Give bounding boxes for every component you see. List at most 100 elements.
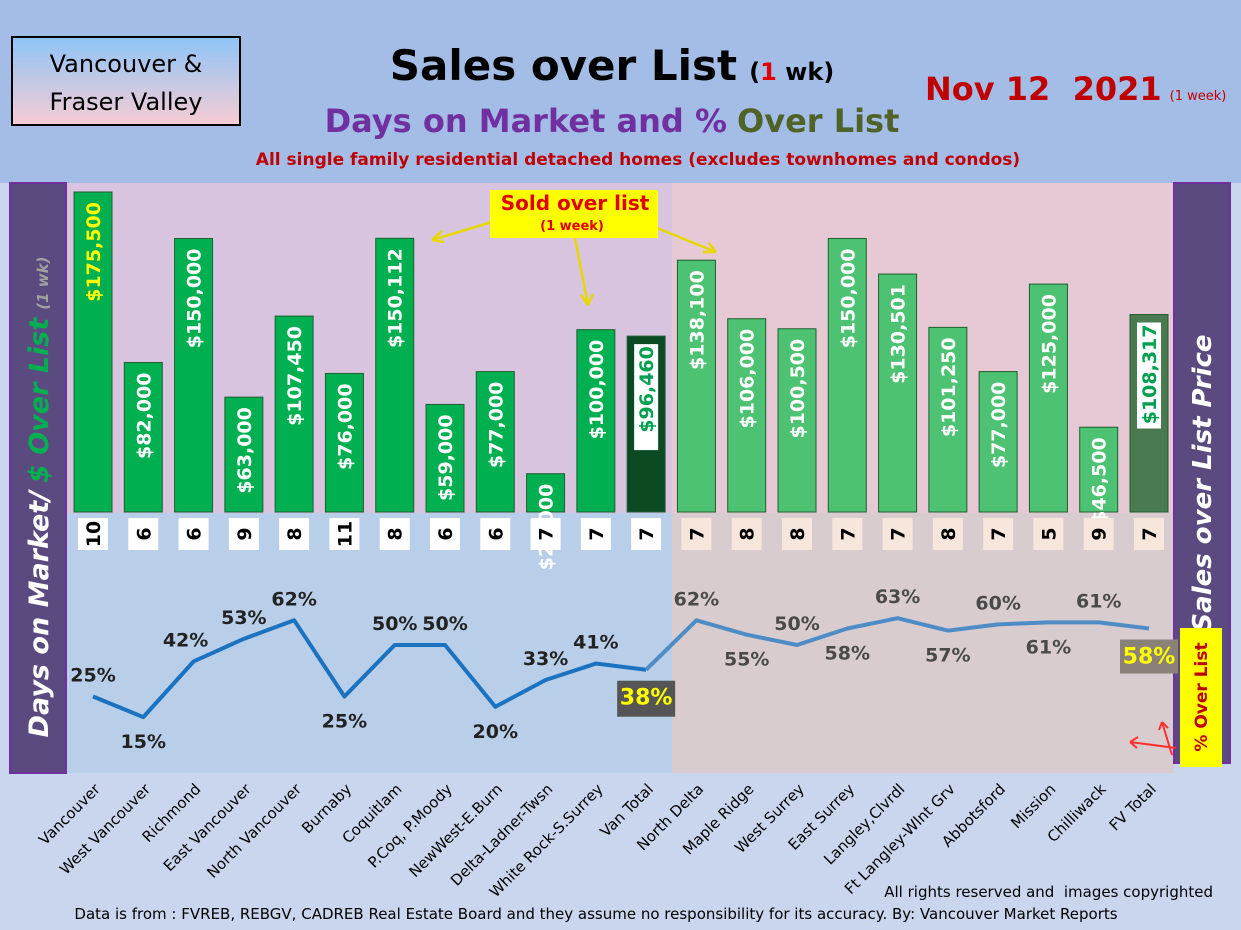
title: Sales over List: [390, 41, 737, 90]
y-label-part: (1 wk): [34, 257, 52, 310]
line-value-label: 25%: [322, 711, 367, 733]
bar: [274, 315, 314, 513]
bar-value-label: $100,000: [586, 340, 608, 440]
note: Data is from : FVREB, REBGV, CADREB Real…: [74, 905, 1117, 923]
bar-value-label: $77,000: [988, 382, 1010, 469]
bar-value-label: $101,250: [938, 337, 960, 437]
days-box: [279, 518, 310, 550]
days-label: 6: [133, 527, 155, 540]
days-label: 9: [234, 527, 256, 540]
bar: [1028, 283, 1068, 513]
days-label: 8: [284, 527, 306, 540]
van-lower-bg: [66, 513, 672, 773]
bar-value-label: $125,000: [1038, 294, 1060, 394]
bar: [727, 318, 767, 513]
arrow: [1129, 736, 1177, 749]
days-label: 7: [686, 527, 708, 540]
bar-value-label: $138,100: [686, 270, 708, 370]
days-box: [228, 518, 259, 550]
bar-value-label: $77,000: [485, 382, 507, 469]
line-value-label: 62%: [674, 588, 719, 610]
bar-value-label: $150,112: [385, 248, 407, 348]
fv-lower-bg: [672, 513, 1174, 773]
days-box: [329, 518, 360, 550]
date: Nov 12 2021 (1 week): [925, 70, 1226, 108]
region-box: [11, 36, 241, 126]
days-label: 7: [888, 527, 910, 540]
days-label: 9: [1089, 527, 1111, 540]
bar: [827, 237, 867, 513]
days-box: [731, 518, 762, 550]
days-box: [882, 518, 913, 550]
bar-value-label: $63,000: [234, 407, 256, 494]
bar-value-label: $100,500: [787, 339, 809, 439]
days-label: 8: [938, 527, 960, 540]
label-box: [1120, 639, 1178, 674]
arrow: [1158, 721, 1173, 756]
subtitle: Days on Market and % Over List: [325, 102, 900, 140]
arrow: [573, 237, 595, 306]
line-value-label: 58%: [1123, 645, 1176, 670]
label-box: [617, 680, 676, 717]
bar: [174, 237, 214, 513]
line-value-label: 15%: [121, 731, 166, 753]
line: [92, 618, 647, 720]
line-value-label: 53%: [221, 607, 266, 629]
bar-value-label: $175,500: [83, 202, 105, 302]
arrow: [431, 220, 493, 244]
region-label: Vancouver &: [50, 50, 203, 78]
y2-axis-label: Sales over List Price: [1188, 334, 1218, 631]
bar-value-label: $107,450: [284, 326, 306, 426]
line-value-label: 20%: [473, 721, 518, 743]
days-box: [178, 518, 209, 550]
label-box: [1137, 322, 1161, 429]
days-label: 5: [1038, 527, 1060, 540]
y-axis-label: Days on Market/ $ Over List (1 wk): [24, 257, 55, 738]
bar: [375, 237, 415, 513]
bar: [978, 371, 1018, 513]
days-box: [78, 518, 108, 550]
bar-value-label: $150,000: [184, 248, 206, 348]
line-value-label: 50%: [372, 613, 417, 635]
bar: [576, 329, 616, 513]
bar-value-label: $96,460: [636, 346, 658, 433]
line-value-label: 50%: [422, 613, 467, 635]
days-box: [480, 518, 511, 550]
days-box: [379, 518, 410, 550]
days-box: [1134, 518, 1164, 550]
date-text: Nov 12 2021: [925, 70, 1162, 108]
days-label: 8: [737, 527, 759, 540]
line-value-label: 57%: [925, 645, 970, 667]
bar-value-label: $46,500: [1089, 437, 1111, 524]
date-note: (1 week): [1170, 89, 1227, 104]
days-label: 6: [485, 527, 507, 540]
line-value-label: 33%: [523, 648, 568, 670]
line-value-label: 50%: [774, 613, 819, 635]
note: All rights reserved and images copyright…: [884, 883, 1213, 901]
bar: [676, 259, 716, 513]
days-label: 6: [435, 527, 457, 540]
bar: [777, 328, 817, 513]
annotation-box: [490, 190, 658, 238]
days-box: [530, 518, 561, 550]
red-arrows: [1129, 721, 1177, 756]
days-label: 7: [586, 527, 608, 540]
line-value-label: 61%: [1026, 636, 1071, 658]
days-label: 7: [988, 527, 1010, 540]
title-note: 1: [760, 58, 777, 86]
bar: [425, 403, 465, 513]
line-value-label: 55%: [724, 649, 769, 671]
bar-value-label: $76,000: [334, 383, 356, 470]
line-value-label: 63%: [875, 586, 920, 608]
annotation-arrows: [431, 220, 717, 306]
annotation: Sold over list: [501, 191, 650, 215]
days-box: [580, 518, 611, 550]
bar-value-label: $106,000: [737, 329, 759, 429]
line-label-box: [1180, 628, 1222, 767]
bar: [526, 473, 566, 513]
bar-value-label: $108,317: [1139, 324, 1161, 424]
days-box: [128, 518, 159, 550]
y-label-part: Days on Market/: [24, 489, 55, 738]
bar: [928, 326, 968, 513]
